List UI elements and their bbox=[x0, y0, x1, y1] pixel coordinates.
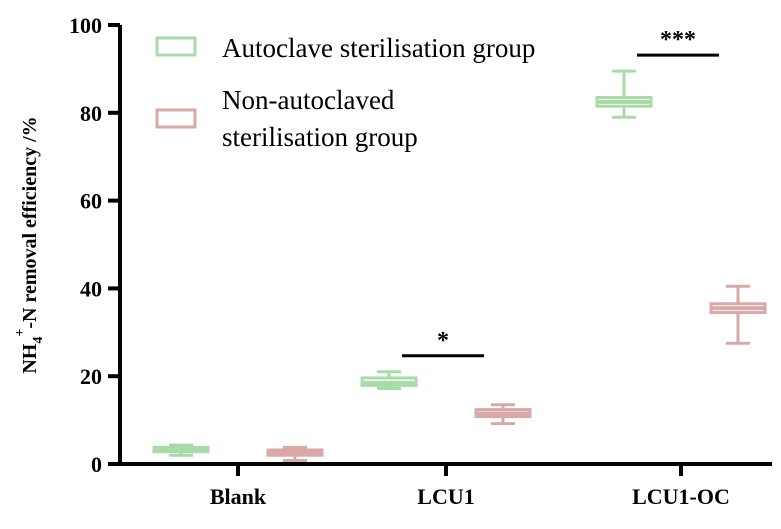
box-plot bbox=[474, 403, 532, 426]
y-ticks: 0 20 40 60 80 100 bbox=[69, 13, 120, 477]
significance-marks: **** bbox=[402, 27, 719, 358]
box-plot bbox=[152, 443, 210, 457]
x-categories: Blank LCU1 LCU1-OC bbox=[210, 464, 730, 509]
significance-label: *** bbox=[660, 27, 696, 53]
y-tick-label: 80 bbox=[80, 101, 102, 126]
legend-label: sterilisation group bbox=[222, 122, 418, 152]
boxes bbox=[152, 69, 767, 462]
x-category-label: Blank bbox=[210, 484, 267, 509]
significance-label: * bbox=[437, 328, 449, 354]
x-category-label: LCU1 bbox=[417, 484, 474, 509]
box-plot bbox=[709, 284, 767, 345]
legend-label: Non-autoclaved bbox=[222, 85, 395, 115]
legend-label: Autoclave sterilisation group bbox=[222, 33, 535, 63]
legend-swatch bbox=[155, 108, 197, 129]
y-tick-label: 40 bbox=[80, 276, 102, 301]
legend: Autoclave sterilisation group Non-autocla… bbox=[155, 33, 535, 152]
box-plot bbox=[595, 69, 653, 119]
y-axis-title: NH4+-N removal efficiency /% bbox=[13, 116, 46, 373]
y-tick-label: 60 bbox=[80, 189, 102, 214]
y-tick-label: 100 bbox=[69, 13, 102, 38]
legend-swatch bbox=[155, 36, 197, 57]
y-tick-label: 20 bbox=[80, 364, 102, 389]
box-plot bbox=[266, 445, 324, 462]
y-tick-label: 0 bbox=[91, 452, 102, 477]
box-plot bbox=[360, 370, 418, 390]
axes bbox=[118, 25, 772, 466]
x-category-label: LCU1-OC bbox=[632, 484, 730, 509]
